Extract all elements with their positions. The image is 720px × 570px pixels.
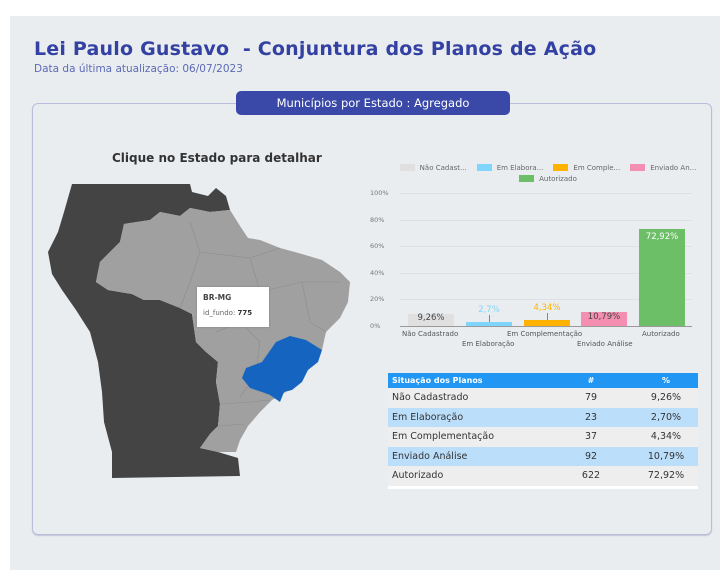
legend-label: Em Comple... xyxy=(573,163,621,172)
header-count[interactable]: # xyxy=(587,376,595,385)
bar-em-complementacao[interactable] xyxy=(524,320,570,326)
status-bar-chart: 100% 80% 60% 40% 20% 0% 9,26% 2,7% 4,34%… xyxy=(370,185,710,355)
ytick: 60% xyxy=(370,242,385,250)
cell-count: 23 xyxy=(584,411,598,423)
panel-header: Municípios por Estado : Agregado xyxy=(236,91,510,115)
bar-autorizado[interactable] xyxy=(639,229,685,326)
legend-swatch xyxy=(399,164,415,171)
label-leader-line xyxy=(489,315,490,322)
x-label: Enviado Análise xyxy=(577,340,633,348)
cell-count: 37 xyxy=(584,431,598,443)
situacao-table: Situação dos Planos # % Não Cadastrado 7… xyxy=(388,373,698,489)
ytick: 40% xyxy=(370,269,385,277)
chart-legend: Não Cadast... Em Elabora... Em Comple...… xyxy=(388,162,708,184)
tooltip-field-value: 775 xyxy=(237,309,253,317)
gridline xyxy=(400,220,692,221)
table-footer xyxy=(388,485,698,489)
ytick: 100% xyxy=(370,189,389,197)
ytick: 0% xyxy=(370,322,381,330)
bar-label: 10,79% xyxy=(587,312,621,322)
legend-swatch xyxy=(476,164,492,171)
cell-pct: 4,34% xyxy=(650,431,682,443)
cell-pct: 72,92% xyxy=(647,470,685,482)
bar-nao-cadastrado[interactable] xyxy=(408,314,454,326)
legend-item-em-complementacao[interactable]: Em Comple... xyxy=(553,164,620,172)
x-label: Autorizado xyxy=(642,330,680,338)
map-tooltip: BR-MG id_fundo: 775 xyxy=(197,287,269,327)
legend-item-autorizado[interactable]: Autorizado xyxy=(519,175,577,183)
legend-label: Não Cadast... xyxy=(419,163,467,172)
legend-swatch xyxy=(553,164,569,171)
header-pct[interactable]: % xyxy=(661,376,670,385)
bar-label: 4,34% xyxy=(533,303,561,313)
tooltip-state: BR-MG xyxy=(203,293,232,302)
x-label: Não Cadastrado xyxy=(402,330,459,338)
map-neighbors[interactable] xyxy=(48,184,240,478)
cell-situacao: Não Cadastrado xyxy=(392,392,469,404)
gridline xyxy=(400,299,692,300)
bar-em-elaboracao[interactable] xyxy=(466,322,512,326)
ytick: 20% xyxy=(370,295,385,303)
cell-situacao: Em Complementação xyxy=(392,431,495,443)
cell-pct: 9,26% xyxy=(650,392,682,404)
table-header: Situação dos Planos # % xyxy=(388,373,698,388)
tooltip-field: id_fundo: 775 xyxy=(203,309,263,317)
table-row[interactable]: Em Complementação 37 4,34% xyxy=(388,427,698,447)
header-situacao[interactable]: Situação dos Planos xyxy=(392,376,483,385)
x-axis xyxy=(400,326,692,327)
cell-situacao: Enviado Análise xyxy=(392,450,468,462)
table-row[interactable]: Em Elaboração 23 2,70% xyxy=(388,407,698,427)
gridline xyxy=(400,273,692,274)
brazil-map[interactable] xyxy=(40,172,370,492)
bar-enviado-analise[interactable] xyxy=(581,312,627,326)
cell-pct: 2,70% xyxy=(650,411,682,423)
label-leader-line xyxy=(547,313,548,320)
cell-count: 79 xyxy=(584,392,598,404)
legend-label: Em Elabora... xyxy=(496,163,544,172)
map-state-mg[interactable] xyxy=(242,336,322,402)
gridline xyxy=(400,246,692,247)
legend-item-em-elaboracao[interactable]: Em Elabora... xyxy=(476,163,544,172)
table-row[interactable]: Enviado Análise 92 10,79% xyxy=(388,446,698,466)
tooltip-field-label: id_fundo: xyxy=(203,309,236,317)
bar-label: 2,7% xyxy=(478,305,500,315)
cell-count: 622 xyxy=(581,470,601,482)
x-label: Em Elaboração xyxy=(462,340,515,348)
bar-label: 72,92% xyxy=(645,232,679,242)
cell-pct: 10,79% xyxy=(647,450,685,462)
bar-label: 9,26% xyxy=(417,313,445,323)
legend-item-enviado-analise[interactable]: Enviado An... xyxy=(630,164,696,172)
legend-item-nao-cadastrado[interactable]: Não Cadast... xyxy=(399,163,467,172)
legend-swatch xyxy=(519,175,535,182)
cell-count: 92 xyxy=(584,450,598,462)
last-update-date: Data da última atualização: 06/07/2023 xyxy=(34,63,243,75)
cell-situacao: Autorizado xyxy=(392,470,444,482)
table-row[interactable]: Não Cadastrado 79 9,26% xyxy=(388,388,698,408)
legend-label: Autorizado xyxy=(539,174,577,183)
x-label: Em Complementação xyxy=(507,330,583,338)
table-row[interactable]: Autorizado 622 72,92% xyxy=(388,466,698,486)
page-title: Lei Paulo Gustavo - Conjuntura dos Plano… xyxy=(34,38,597,60)
gridline xyxy=(400,193,692,194)
ytick: 80% xyxy=(370,216,385,224)
legend-swatch xyxy=(630,164,646,171)
legend-label: Enviado An... xyxy=(650,163,697,172)
map-title: Clique no Estado para detalhar xyxy=(112,151,322,165)
cell-situacao: Em Elaboração xyxy=(392,411,464,423)
